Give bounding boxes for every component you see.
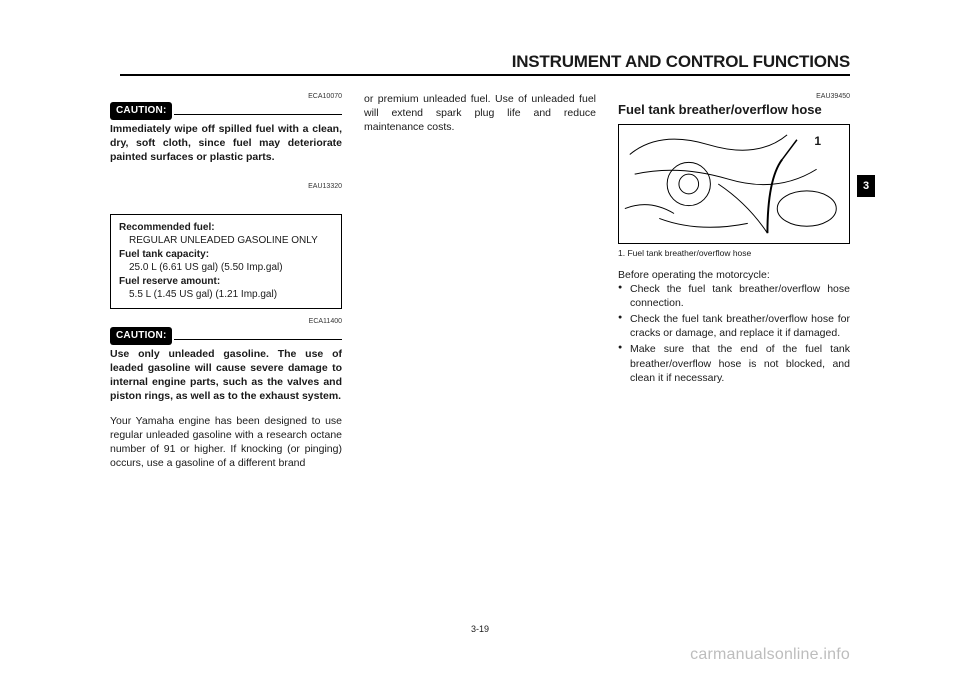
ref-code: ECA10070 — [110, 92, 342, 101]
spec-label: Fuel tank capacity: — [119, 248, 333, 262]
caution-label: CAUTION: — [110, 327, 172, 345]
ref-code: EAU13320 — [110, 182, 342, 191]
page: INSTRUMENT AND CONTROL FUNCTIONS 3 ECA10… — [0, 0, 960, 678]
ref-code: ECA11400 — [110, 317, 342, 326]
list-item: Check the fuel tank breather/overflow ho… — [618, 282, 850, 310]
content-columns: ECA10070 CAUTION: Immediately wipe off s… — [110, 92, 850, 470]
caution-text: Use only unleaded gasoline. The use of l… — [110, 347, 342, 404]
caution-text: Immediately wipe off spilled fuel with a… — [110, 122, 342, 165]
intro-text: Before operating the motorcycle: — [618, 268, 850, 282]
figure-callout: 1 — [814, 133, 821, 149]
page-number: 3-19 — [471, 624, 489, 634]
section-title: Fuel tank breather/overflow hose — [618, 102, 850, 118]
caution-rule — [174, 339, 342, 340]
list-item: Check the fuel tank breather/overflow ho… — [618, 312, 850, 340]
caution-rule — [174, 114, 342, 115]
caution-heading: CAUTION: — [110, 327, 342, 345]
column-1: ECA10070 CAUTION: Immediately wipe off s… — [110, 92, 342, 470]
ref-code: EAU39450 — [618, 92, 850, 101]
spec-box: Recommended fuel: REGULAR UNLEADED GASOL… — [110, 214, 342, 309]
spec-label: Fuel reserve amount: — [119, 275, 333, 289]
spec-value: 25.0 L (6.61 US gal) (5.50 Imp.gal) — [129, 261, 333, 275]
body-text: Your Yamaha engine has been designed to … — [110, 414, 342, 471]
figure: 1 — [618, 124, 850, 244]
bullet-list: Check the fuel tank breather/overflow ho… — [618, 282, 850, 385]
column-3: EAU39450 Fuel tank breather/overflow hos… — [618, 92, 850, 470]
list-item: Make sure that the end of the fuel tank … — [618, 342, 850, 385]
body-text: or premium unleaded fuel. Use of unleade… — [364, 92, 596, 135]
spec-value: REGULAR UNLEADED GASOLINE ONLY — [129, 234, 333, 248]
caution-heading: CAUTION: — [110, 102, 342, 120]
caption-index: 1. — [618, 248, 625, 258]
header-rule — [120, 74, 850, 76]
section-tab: 3 — [857, 175, 875, 197]
caution-label: CAUTION: — [110, 102, 172, 120]
caption-text: Fuel tank breather/overflow hose — [627, 248, 751, 258]
page-title: INSTRUMENT AND CONTROL FUNCTIONS — [512, 52, 850, 72]
figure-caption: 1. Fuel tank breather/overflow hose — [618, 248, 850, 259]
column-2: or premium unleaded fuel. Use of unleade… — [364, 92, 596, 470]
spec-value: 5.5 L (1.45 US gal) (1.21 Imp.gal) — [129, 288, 333, 302]
watermark: carmanualsonline.info — [690, 646, 850, 664]
spec-label: Recommended fuel: — [119, 221, 333, 235]
